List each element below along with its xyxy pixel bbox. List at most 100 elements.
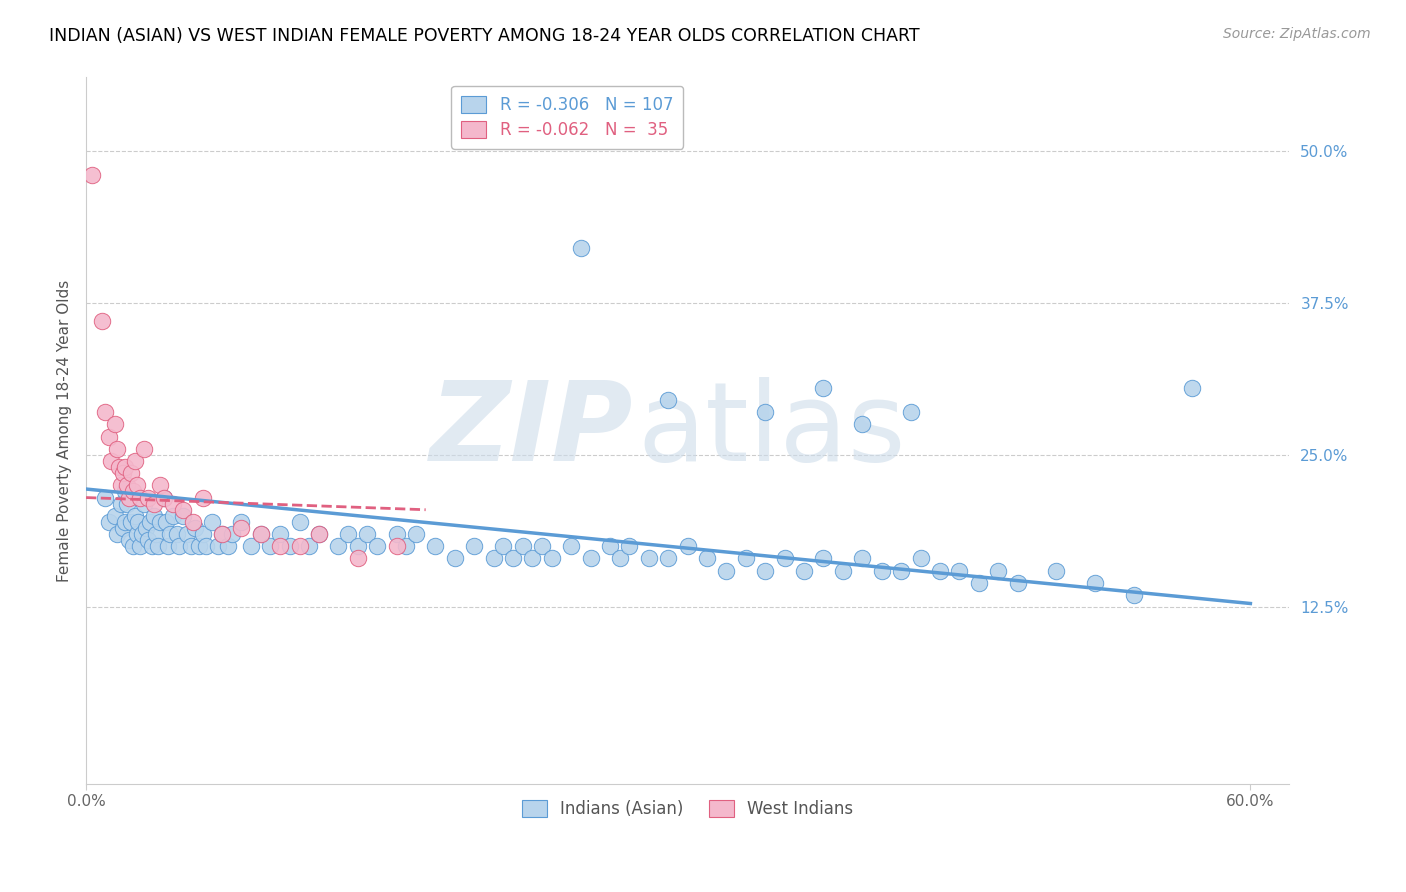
Point: [201, 515, 224, 529]
Point: [385, 539, 408, 553]
Point: [155, 515, 177, 529]
Point: [221, 527, 243, 541]
Point: [754, 405, 776, 419]
Point: [111, 467, 134, 481]
Point: [145, 527, 167, 541]
Point: [619, 539, 641, 553]
Point: [217, 539, 239, 553]
Point: [124, 454, 146, 468]
Point: [114, 484, 136, 499]
Point: [492, 539, 515, 553]
Point: [482, 551, 505, 566]
Point: [967, 575, 990, 590]
Point: [366, 539, 388, 553]
Point: [162, 508, 184, 523]
Point: [105, 442, 128, 456]
Point: [259, 539, 281, 553]
Point: [637, 551, 659, 566]
Point: [773, 551, 796, 566]
Point: [657, 393, 679, 408]
Point: [569, 241, 592, 255]
Point: [512, 539, 534, 553]
Point: [385, 527, 408, 541]
Point: [110, 497, 132, 511]
Point: [108, 460, 131, 475]
Point: [129, 491, 152, 505]
Point: [987, 564, 1010, 578]
Point: [813, 551, 835, 566]
Point: [288, 539, 311, 553]
Point: [80, 168, 103, 182]
Point: [910, 551, 932, 566]
Point: [405, 527, 427, 541]
Point: [231, 521, 253, 535]
Point: [1181, 381, 1204, 395]
Point: [231, 515, 253, 529]
Point: [121, 484, 143, 499]
Point: [114, 515, 136, 529]
Point: [184, 521, 207, 535]
Point: [156, 539, 179, 553]
Point: [125, 478, 148, 492]
Point: [98, 515, 121, 529]
Point: [129, 539, 152, 553]
Point: [346, 539, 368, 553]
Point: [134, 442, 156, 456]
Point: [152, 491, 174, 505]
Point: [425, 539, 447, 553]
Point: [328, 539, 350, 553]
Point: [1084, 575, 1107, 590]
Point: [118, 491, 141, 505]
Point: [98, 430, 121, 444]
Point: [269, 539, 291, 553]
Point: [716, 564, 738, 578]
Point: [1045, 564, 1067, 578]
Point: [269, 527, 291, 541]
Point: [813, 381, 835, 395]
Point: [928, 564, 950, 578]
Point: [143, 497, 166, 511]
Point: [115, 478, 138, 492]
Point: [181, 515, 204, 529]
Point: [114, 460, 136, 475]
Point: [146, 539, 169, 553]
Point: [356, 527, 378, 541]
Point: [346, 551, 368, 566]
Point: [166, 527, 188, 541]
Point: [560, 539, 582, 553]
Point: [125, 527, 148, 541]
Point: [502, 551, 524, 566]
Legend: Indians (Asian), West Indians: Indians (Asian), West Indians: [516, 793, 860, 825]
Point: [191, 491, 214, 505]
Point: [734, 551, 756, 566]
Point: [172, 502, 194, 516]
Point: [120, 515, 142, 529]
Point: [111, 521, 134, 535]
Point: [900, 405, 922, 419]
Point: [851, 417, 873, 432]
Point: [118, 533, 141, 548]
Point: [159, 527, 181, 541]
Point: [134, 497, 156, 511]
Point: [851, 551, 873, 566]
Point: [696, 551, 718, 566]
Point: [463, 539, 485, 553]
Text: Source: ZipAtlas.com: Source: ZipAtlas.com: [1223, 27, 1371, 41]
Point: [443, 551, 465, 566]
Point: [141, 539, 163, 553]
Point: [149, 478, 172, 492]
Point: [540, 551, 562, 566]
Point: [207, 539, 229, 553]
Point: [531, 539, 554, 553]
Point: [143, 508, 166, 523]
Point: [948, 564, 970, 578]
Text: INDIAN (ASIAN) VS WEST INDIAN FEMALE POVERTY AMONG 18-24 YEAR OLDS CORRELATION C: INDIAN (ASIAN) VS WEST INDIAN FEMALE POV…: [49, 27, 920, 45]
Point: [191, 527, 214, 541]
Point: [1123, 588, 1146, 602]
Point: [176, 527, 198, 541]
Point: [288, 515, 311, 529]
Point: [152, 491, 174, 505]
Point: [149, 515, 172, 529]
Point: [599, 539, 621, 553]
Point: [870, 564, 893, 578]
